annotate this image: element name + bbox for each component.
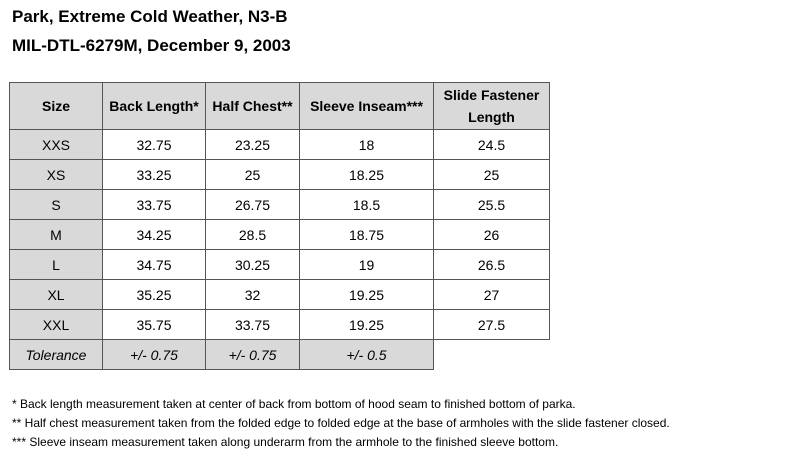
header-back-length: Back Length* xyxy=(102,82,206,130)
half-chest-cell: 25 xyxy=(205,159,300,190)
tolerance-sleeve-inseam: +/- 0.5 xyxy=(299,339,434,370)
half-chest-cell: 28.5 xyxy=(205,219,300,250)
table-row: S 33.75 26.75 18.5 25.5 xyxy=(9,189,550,220)
footnote-sleeve-inseam: *** Sleeve inseam measurement taken alon… xyxy=(12,435,559,449)
size-cell: M xyxy=(9,219,103,250)
document-title: Park, Extreme Cold Weather, N3-B xyxy=(12,7,288,26)
back-length-cell: 35.75 xyxy=(102,309,206,340)
sleeve-inseam-cell: 19 xyxy=(299,249,434,280)
sleeve-inseam-cell: 18 xyxy=(299,129,434,160)
size-cell: L xyxy=(9,249,103,280)
back-length-cell: 34.75 xyxy=(102,249,206,280)
slide-fastener-cell: 27 xyxy=(433,279,550,310)
slide-fastener-cell: 24.5 xyxy=(433,129,550,160)
table-row: M 34.25 28.5 18.75 26 xyxy=(9,219,550,250)
size-cell: XXS xyxy=(9,129,103,160)
sleeve-inseam-cell: 18.75 xyxy=(299,219,434,250)
header-size: Size xyxy=(9,82,103,130)
back-length-cell: 33.75 xyxy=(102,189,206,220)
header-slide-fastener-length: Slide Fastener Length xyxy=(433,82,550,130)
document-subtitle: MIL-DTL-6279M, December 9, 2003 xyxy=(12,36,291,55)
slide-fastener-cell: 25.5 xyxy=(433,189,550,220)
sleeve-inseam-cell: 19.25 xyxy=(299,309,434,340)
header-half-chest: Half Chest** xyxy=(205,82,300,130)
table-row: XXS 32.75 23.25 18 24.5 xyxy=(9,129,550,160)
back-length-cell: 35.25 xyxy=(102,279,206,310)
half-chest-cell: 26.75 xyxy=(205,189,300,220)
slide-fastener-cell: 27.5 xyxy=(433,309,550,340)
size-cell: S xyxy=(9,189,103,220)
tolerance-empty-cell xyxy=(433,339,550,370)
half-chest-cell: 30.25 xyxy=(205,249,300,280)
slide-fastener-cell: 25 xyxy=(433,159,550,190)
footnotes: * Back length measurement taken at cente… xyxy=(12,395,670,452)
back-length-cell: 33.25 xyxy=(102,159,206,190)
tolerance-row: Tolerance +/- 0.75 +/- 0.75 +/- 0.5 xyxy=(9,339,550,370)
size-table: Size Back Length* Half Chest** Sleeve In… xyxy=(9,82,550,370)
footnote-back-length: * Back length measurement taken at cente… xyxy=(12,397,576,411)
sleeve-inseam-cell: 19.25 xyxy=(299,279,434,310)
tolerance-label: Tolerance xyxy=(9,339,103,370)
half-chest-cell: 32 xyxy=(205,279,300,310)
table-row: XXL 35.75 33.75 19.25 27.5 xyxy=(9,309,550,340)
table-row: L 34.75 30.25 19 26.5 xyxy=(9,249,550,280)
sleeve-inseam-cell: 18.5 xyxy=(299,189,434,220)
sleeve-inseam-cell: 18.25 xyxy=(299,159,434,190)
half-chest-cell: 33.75 xyxy=(205,309,300,340)
slide-fastener-cell: 26.5 xyxy=(433,249,550,280)
back-length-cell: 32.75 xyxy=(102,129,206,160)
half-chest-cell: 23.25 xyxy=(205,129,300,160)
table-header-row: Size Back Length* Half Chest** Sleeve In… xyxy=(9,82,550,130)
tolerance-back-length: +/- 0.75 xyxy=(102,339,206,370)
tolerance-half-chest: +/- 0.75 xyxy=(205,339,300,370)
slide-fastener-cell: 26 xyxy=(433,219,550,250)
size-cell: XS xyxy=(9,159,103,190)
size-cell: XXL xyxy=(9,309,103,340)
table-row: XS 33.25 25 18.25 25 xyxy=(9,159,550,190)
footnote-half-chest: ** Half chest measurement taken from the… xyxy=(12,416,670,430)
header-sleeve-inseam: Sleeve Inseam*** xyxy=(299,82,434,130)
table-row: XL 35.25 32 19.25 27 xyxy=(9,279,550,310)
back-length-cell: 34.25 xyxy=(102,219,206,250)
size-cell: XL xyxy=(9,279,103,310)
